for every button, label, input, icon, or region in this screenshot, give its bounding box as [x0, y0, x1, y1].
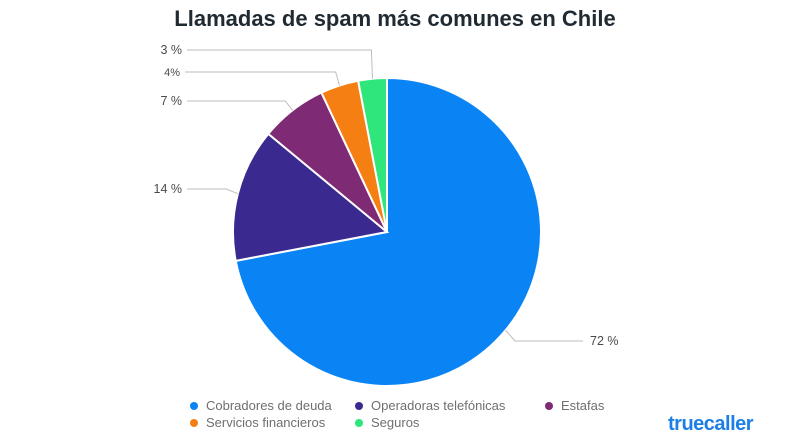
truecaller-logo: truecaller — [668, 413, 754, 435]
leader-line-servicios — [185, 71, 340, 86]
legend-label: Operadoras telefónicas — [371, 398, 506, 413]
legend-dot — [545, 401, 553, 410]
data-label-seguros: 3 % — [160, 43, 182, 57]
chart-legend: Cobradores de deuda Operadoras telefónic… — [190, 398, 665, 430]
pie-chart: 72 % 14 % 7 % 4% 3 % — [154, 43, 619, 387]
legend-dot — [190, 401, 198, 410]
legend-item-servicios: Servicios financieros — [190, 415, 355, 430]
data-label-servicios: 4% — [164, 67, 180, 79]
legend-label: Estafas — [561, 398, 605, 413]
legend-item-estafas: Estafas — [545, 398, 665, 413]
legend-item-cobradores: Cobradores de deuda — [190, 398, 355, 413]
legend-label: Cobradores de deuda — [206, 398, 332, 413]
leader-line-estafas — [187, 100, 294, 111]
legend-label: Servicios financieros — [206, 415, 326, 430]
legend-label: Seguros — [371, 415, 420, 430]
chart-title: Llamadas de spam más comunes en Chile — [174, 6, 616, 31]
leader-line-cobradores — [505, 329, 583, 342]
pie-slice-seguros — [356, 76, 388, 233]
legend-item-operadoras: Operadoras telefónicas — [355, 398, 545, 413]
data-label-operadoras: 14 % — [154, 182, 183, 196]
legend-dot — [190, 418, 198, 427]
data-label-cobradores: 72 % — [590, 334, 619, 348]
data-label-estafas: 7 % — [160, 94, 182, 108]
pie-slice-operadoras — [232, 132, 390, 263]
legend-dot — [355, 401, 363, 410]
leader-line-seguros — [187, 49, 374, 79]
legend-dot — [355, 418, 363, 427]
legend-item-seguros: Seguros — [355, 415, 545, 430]
leader-line-operadoras — [187, 188, 239, 195]
